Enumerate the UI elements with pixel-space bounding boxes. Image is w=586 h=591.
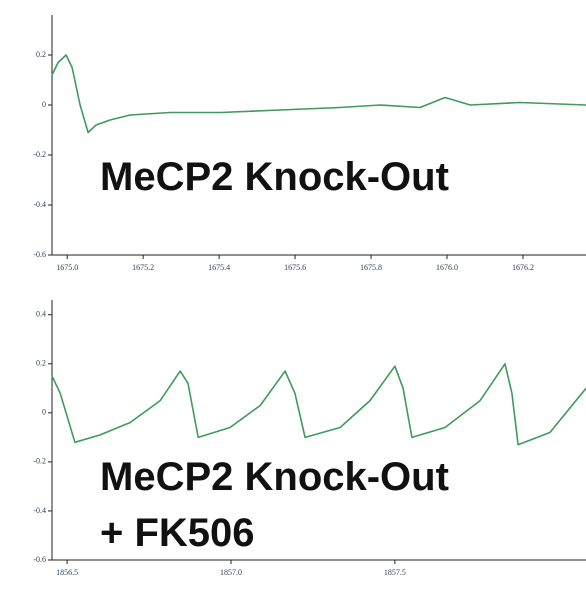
x-tick-label: 1676.2: [512, 263, 534, 272]
trace: [51, 54, 586, 134]
x-tick-label: 1676.0: [436, 263, 458, 272]
y-tick-label: -0.2: [33, 457, 46, 466]
y-tick-label: -0.6: [33, 250, 46, 259]
y-tick-label: 0.2: [36, 359, 46, 368]
y-tick-label: -0.2: [33, 150, 46, 159]
x-tick-label: 1857.0: [220, 568, 242, 577]
x-tick-label: 1675.8: [360, 263, 382, 272]
y-tick-label: -0.6: [33, 555, 46, 564]
y-tick-label: 0: [42, 100, 46, 109]
annotation: MeCP2 Knock-Out: [100, 455, 449, 499]
y-tick-label: 0.2: [36, 50, 46, 59]
x-tick-label: 1675.0: [56, 263, 78, 272]
x-tick-label: 1857.5: [384, 568, 406, 577]
annotation: + FK506: [100, 511, 255, 555]
y-tick-label: -0.4: [33, 200, 46, 209]
trace: [51, 363, 586, 446]
y-tick-label: 0.4: [36, 310, 46, 319]
x-tick-label: 1675.6: [284, 263, 306, 272]
y-tick-label: -0.4: [33, 506, 46, 515]
x-tick-label: 1856.5: [56, 568, 78, 577]
x-tick-label: 1675.4: [208, 263, 230, 272]
annotation: MeCP2 Knock-Out: [100, 155, 449, 199]
x-tick-label: 1675.2: [132, 263, 154, 272]
y-tick-label: 0: [42, 408, 46, 417]
